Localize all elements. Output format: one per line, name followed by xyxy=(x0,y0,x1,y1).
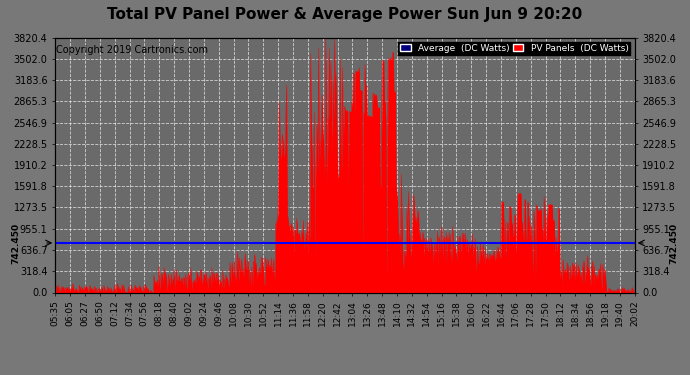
Text: Copyright 2019 Cartronics.com: Copyright 2019 Cartronics.com xyxy=(57,45,208,55)
Text: 742.450: 742.450 xyxy=(669,222,678,264)
Text: Total PV Panel Power & Average Power Sun Jun 9 20:20: Total PV Panel Power & Average Power Sun… xyxy=(108,8,582,22)
Legend: Average  (DC Watts), PV Panels  (DC Watts): Average (DC Watts), PV Panels (DC Watts) xyxy=(398,42,630,55)
Text: 742.450: 742.450 xyxy=(12,222,21,264)
